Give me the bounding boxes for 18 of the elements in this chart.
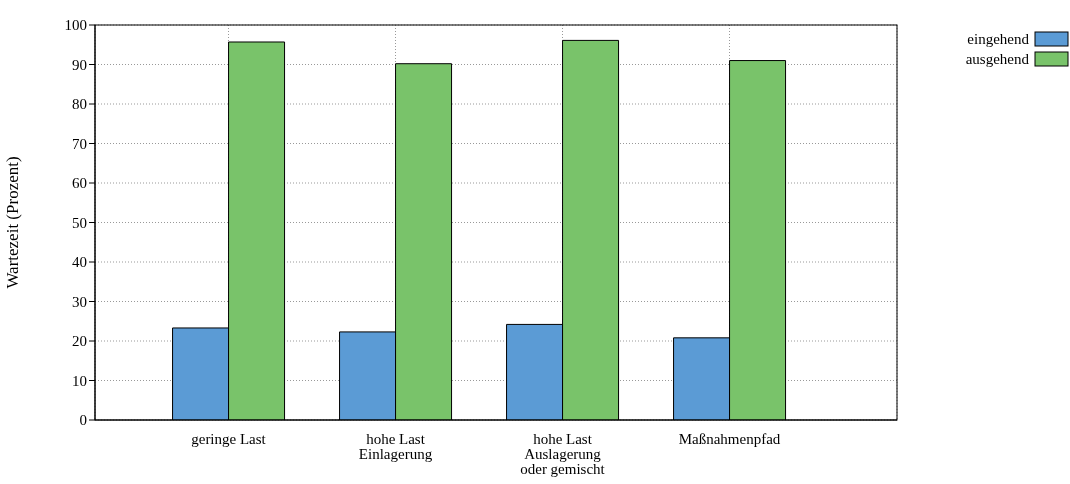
y-tick-label: 60: [72, 175, 87, 192]
y-tick-label: 40: [72, 254, 87, 271]
y-tick-label: 30: [72, 293, 87, 310]
x-tick-label: hohe Last Einlagerung: [358, 431, 433, 462]
y-tick-label: 50: [72, 214, 87, 231]
y-tick-label: 70: [72, 135, 87, 152]
y-axis-title: Wartezeit (Prozent): [3, 156, 23, 289]
y-tick-label: 0: [79, 412, 87, 429]
x-tick-label: hohe Last Auslagerung oder gemischt: [520, 431, 606, 477]
y-tick-label: 100: [64, 17, 87, 34]
y-tick-label: 90: [72, 56, 87, 73]
legend-label: eingehend: [967, 31, 1030, 47]
y-tick-label: 80: [72, 96, 87, 113]
x-tick-label: Maßnahmenpfad: [678, 431, 781, 447]
y-tick-label: 10: [72, 372, 87, 389]
legend-label: ausgehend: [965, 51, 1030, 67]
x-tick-label: geringe Last: [191, 431, 267, 447]
y-tick-label: 20: [72, 333, 87, 350]
